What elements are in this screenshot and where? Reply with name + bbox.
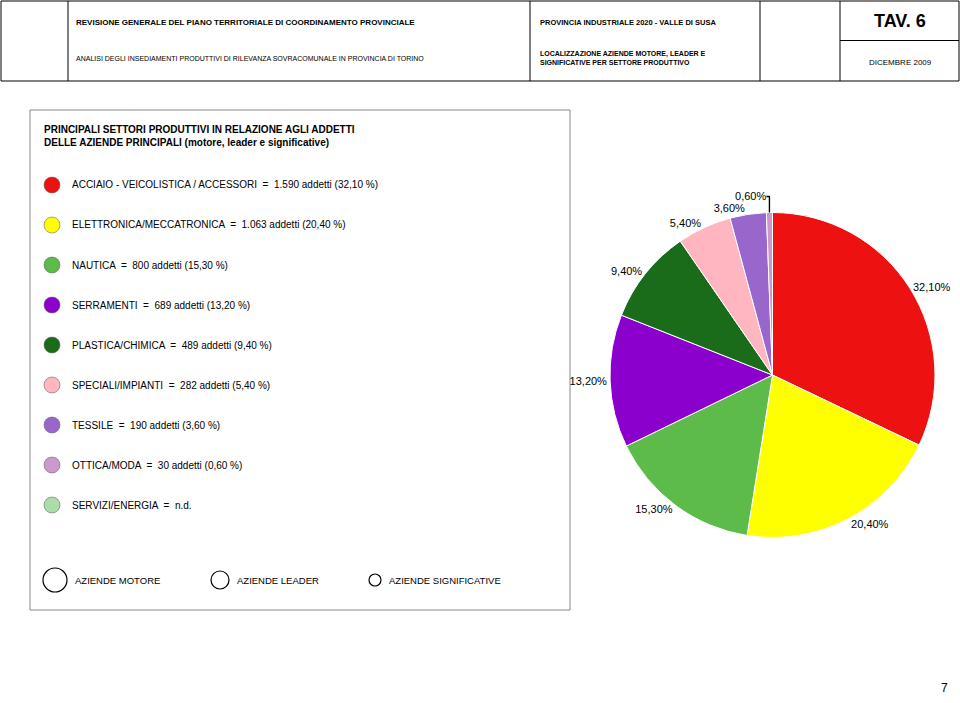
svg-text:TAV. 6: TAV. 6 [874, 11, 926, 31]
svg-text:PRINCIPALI SETTORI PRODUTTIVI: PRINCIPALI SETTORI PRODUTTIVI IN RELAZIO… [44, 124, 355, 148]
svg-text:SERRAMENTI = 689 addetti (13: SERRAMENTI = 689 addetti (13,20 %) [72, 300, 250, 311]
svg-text:5,40%: 5,40% [670, 217, 701, 229]
svg-text:15,30%: 15,30% [635, 503, 673, 515]
svg-text:SPECIALI/IMPIANTI = 282 adde: SPECIALI/IMPIANTI = 282 addetti (5,40 %) [72, 380, 270, 391]
svg-text:OTTICA/MODA = 30 addetti (0,: OTTICA/MODA = 30 addetti (0,60 %) [72, 460, 242, 471]
svg-text:13,20%: 13,20% [570, 375, 608, 387]
svg-text:AZIENDE SIGNIFICATIVE: AZIENDE SIGNIFICATIVE [389, 575, 501, 586]
svg-text:ACCIAIO - VEICOLISTICA / ACCES: ACCIAIO - VEICOLISTICA / ACCESSORI = 1.5… [72, 179, 378, 190]
svg-text:ELETTRONICA/MECCATRONICA = 1: ELETTRONICA/MECCATRONICA = 1.063 addetti… [72, 219, 346, 230]
svg-text:LOCALIZZAZIONE AZIENDE MOTORE,: LOCALIZZAZIONE AZIENDE MOTORE, LEADER ES… [540, 50, 706, 66]
svg-text:AZIENDE MOTORE: AZIENDE MOTORE [75, 575, 160, 586]
svg-text:7: 7 [941, 681, 948, 695]
svg-text:ANALISI DEGLI INSEDIAMENTI PRO: ANALISI DEGLI INSEDIAMENTI PRODUTTIVI DI… [76, 55, 424, 62]
svg-text:32,10%: 32,10% [913, 281, 951, 293]
svg-text:PLASTICA/CHIMICA = 489 addet: PLASTICA/CHIMICA = 489 addetti (9,40 %) [72, 340, 272, 351]
svg-text:TESSILE = 190 addetti (3,60: TESSILE = 190 addetti (3,60 %) [72, 420, 220, 431]
svg-text:20,40%: 20,40% [851, 518, 889, 530]
svg-text:DICEMBRE 2009: DICEMBRE 2009 [869, 58, 932, 67]
svg-text:9,40%: 9,40% [611, 265, 642, 277]
svg-text:AZIENDE LEADER: AZIENDE LEADER [237, 575, 319, 586]
svg-text:NAUTICA = 800 addetti (15,30: NAUTICA = 800 addetti (15,30 %) [72, 260, 228, 271]
svg-text:PROVINCIA INDUSTRIALE 2020 - V: PROVINCIA INDUSTRIALE 2020 - VALLE DI SU… [540, 18, 716, 27]
svg-text:0,60%: 0,60% [735, 190, 766, 202]
svg-text:3,60%: 3,60% [714, 202, 745, 214]
svg-text:SERVIZI/ENERGIA = n.d.: SERVIZI/ENERGIA = n.d. [72, 500, 192, 511]
svg-text:REVISIONE GENERALE DEL PIANO T: REVISIONE GENERALE DEL PIANO TERRITORIAL… [76, 18, 415, 27]
